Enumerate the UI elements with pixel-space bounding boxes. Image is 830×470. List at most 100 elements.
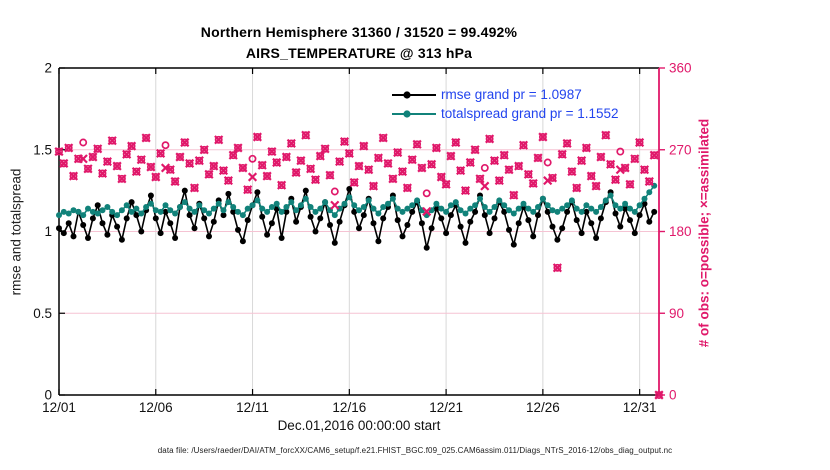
- rmse-marker: [264, 231, 271, 238]
- totalspread-marker: [447, 202, 454, 209]
- obs-assimilated-marker: [388, 174, 398, 184]
- totalspread-marker: [360, 204, 367, 210]
- obs-assimilated-marker: [262, 171, 272, 181]
- obs-possible-marker: [282, 153, 291, 161]
- totalspread-marker: [351, 202, 358, 209]
- totalspread-marker: [128, 208, 135, 215]
- rmse-marker: [302, 187, 309, 194]
- obs-assimilated-marker: [156, 148, 166, 158]
- rmse-marker: [210, 218, 217, 225]
- obs-possible-marker: [374, 153, 383, 162]
- obs-assimilated-marker: [620, 163, 630, 173]
- rmse-marker: [327, 222, 333, 228]
- obs-possible-marker: [117, 174, 126, 183]
- totalspread-marker: [278, 208, 285, 215]
- obs-possible-marker: [514, 162, 523, 171]
- obs-possible-marker: [417, 163, 426, 172]
- totalspread-marker: [259, 205, 266, 212]
- totalspread-marker: [399, 208, 406, 215]
- totalspread-marker: [186, 205, 193, 212]
- rmse-marker: [56, 225, 62, 232]
- totalspread-marker: [230, 204, 237, 210]
- y-tick-label-right: 90: [669, 306, 684, 321]
- obs-possible-marker: [103, 157, 112, 166]
- obs-possible-marker: [446, 152, 455, 161]
- obs-possible-marker: [355, 162, 363, 171]
- obs-assimilated-marker: [547, 173, 558, 183]
- obs-assimilated-marker: [397, 167, 408, 177]
- rmse-marker: [123, 215, 130, 222]
- obs-possible-marker: [432, 143, 441, 152]
- y-tick-label-left: 1: [44, 224, 52, 239]
- rmse-marker: [404, 222, 411, 228]
- totalspread-marker: [152, 207, 159, 214]
- obs-assimilated-marker: [68, 171, 79, 181]
- y-tick-label-left: 1.5: [33, 142, 52, 157]
- totalspread-marker: [578, 208, 585, 215]
- totalspread-marker: [322, 199, 329, 206]
- totalspread-marker: [506, 207, 512, 214]
- obs-assimilated-marker: [88, 152, 98, 162]
- obs-assimilated-marker: [112, 161, 122, 171]
- obs-assimilated-marker: [296, 156, 306, 166]
- obs-assimilated-marker: [257, 160, 267, 170]
- obs-possible-marker: [59, 159, 68, 168]
- obs-possible-marker: [485, 134, 494, 143]
- obs-possible-marker: [442, 180, 451, 189]
- obs-assimilated-marker: [494, 176, 504, 186]
- rmse-marker: [60, 230, 67, 237]
- totalspread-marker: [167, 207, 174, 214]
- rmse-marker: [481, 212, 488, 219]
- obs-possible-marker: [384, 159, 392, 168]
- obs-possible-marker: [495, 176, 504, 185]
- y-tick-label-right: 270: [669, 142, 692, 157]
- obs-possible-marker: [185, 159, 194, 168]
- rmse-marker: [433, 205, 440, 212]
- obs-assimilated-marker: [601, 130, 611, 140]
- rmse-marker: [114, 223, 121, 230]
- legend-label-totalspread: totalspread grand pr = 1.1552: [441, 106, 619, 121]
- obs-possible-marker: [292, 168, 301, 177]
- obs-possible-marker: [529, 179, 538, 188]
- obs-possible-marker: [413, 140, 422, 149]
- obs-assimilated-marker: [460, 186, 471, 196]
- obs-possible-marker: [553, 263, 562, 272]
- obs-assimilated-marker: [277, 180, 287, 190]
- totalspread-marker: [172, 210, 179, 217]
- totalspread-marker: [94, 210, 101, 217]
- rmse-marker: [447, 212, 454, 219]
- obs-assimilated-marker: [175, 152, 185, 162]
- obs-possible-marker: [345, 149, 354, 158]
- x-tick-label: 12/06: [139, 400, 173, 415]
- totalspread-marker: [491, 204, 498, 210]
- x-tick-label: 12/31: [623, 400, 657, 415]
- obs-possible-marker: [93, 144, 102, 153]
- totalspread-marker: [293, 207, 300, 214]
- totalspread-marker: [302, 195, 309, 202]
- obs-assimilated-marker: [364, 165, 374, 175]
- rmse-marker: [167, 220, 174, 227]
- totalspread-marker: [70, 207, 77, 214]
- obs-possible-marker: [151, 173, 160, 181]
- obs-possible-marker: [461, 186, 470, 195]
- obs-assimilated-marker: [485, 134, 495, 144]
- obs-assimilated-marker: [417, 163, 427, 173]
- obs-assimilated-marker: [378, 133, 388, 143]
- obs-assimilated-marker: [373, 153, 383, 163]
- rmse-marker: [428, 225, 435, 232]
- obs-possible-marker: [563, 139, 572, 148]
- rmse-marker: [172, 235, 179, 241]
- obs-assimilated-marker: [281, 152, 291, 162]
- rmse-marker: [525, 217, 532, 224]
- obs-assimilated-marker: [301, 130, 311, 140]
- obs-assimilated-marker: [223, 176, 233, 186]
- obs-possible-marker: [243, 185, 252, 194]
- totalspread-marker: [486, 208, 493, 215]
- obs-possible-marker: [611, 175, 620, 184]
- obs-assimilated-marker: [630, 154, 640, 164]
- obs-assimilated-marker: [146, 162, 156, 172]
- totalspread-marker: [370, 205, 377, 212]
- obs-possible-marker: [321, 144, 330, 153]
- obs-assimilated-marker: [412, 139, 422, 149]
- rmse-marker: [617, 223, 624, 230]
